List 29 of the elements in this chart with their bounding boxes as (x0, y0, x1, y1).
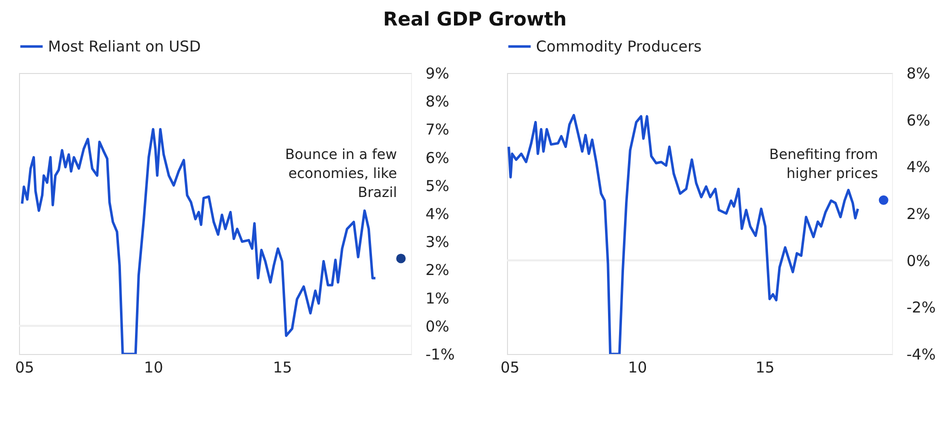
legend-label: Most Reliant on USD (48, 38, 201, 56)
legend-label: Commodity Producers (536, 38, 702, 56)
x-tick-label: 15 (755, 358, 775, 376)
y-tick-label: 6% (426, 148, 450, 167)
x-tick-label: 10 (144, 358, 164, 376)
annotation: Bounce in a few economies, like Brazil (285, 147, 397, 201)
y-tick-label: 4% (426, 205, 450, 223)
text: Real GDP Growth (383, 8, 567, 30)
x-tick-label: 05 (15, 358, 34, 376)
y-tick-label: 8% (426, 92, 450, 111)
y-tick-label: 0% (906, 252, 930, 270)
y-tick-label: 5% (426, 176, 450, 195)
y-tick-label: 7% (426, 120, 450, 139)
y-tick-label: 6% (906, 111, 930, 130)
y-tick-label: -4% (906, 346, 936, 364)
y-tick-label: 1% (426, 289, 450, 308)
annotation: Benefiting from higher prices (769, 147, 878, 182)
y-tick-label: 8% (906, 64, 930, 82)
x-tick-label: 05 (500, 358, 520, 376)
y-tick-label: 0% (426, 317, 450, 336)
x-tick-label: 10 (628, 358, 648, 376)
y-tick-label: 2% (906, 205, 930, 223)
y-tick-label: 4% (906, 158, 930, 176)
y-tick-label: 9% (426, 64, 450, 82)
y-tick-label: -2% (906, 298, 936, 317)
y-tick-label: -1% (426, 346, 455, 364)
x-tick-label: 15 (273, 358, 292, 376)
y-tick-label: 3% (426, 233, 450, 252)
y-tick-label: 2% (426, 261, 450, 280)
